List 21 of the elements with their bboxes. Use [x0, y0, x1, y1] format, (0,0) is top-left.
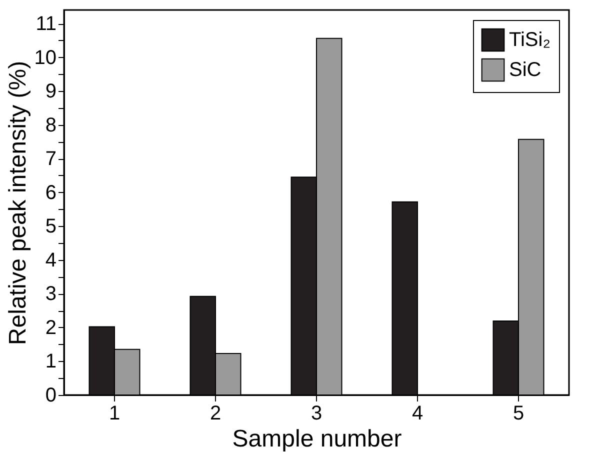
- y-tick-label: 6: [45, 182, 56, 204]
- y-tick-label: 3: [45, 283, 56, 306]
- y-tick-label: 7: [45, 148, 56, 170]
- x-tick-label: 4: [412, 402, 424, 424]
- y-tick-label: 10: [34, 46, 56, 69]
- y-tick-label: 9: [45, 80, 56, 103]
- y-tick-label: 1: [45, 350, 56, 373]
- y-tick-label: 5: [45, 216, 56, 238]
- y-tick-label: 4: [45, 249, 56, 272]
- x-tick-label: 1: [108, 402, 120, 424]
- legend-label: TiSi₂: [509, 29, 550, 51]
- x-axis-title: Sample number: [232, 426, 402, 452]
- y-tick-label: 2: [45, 316, 56, 339]
- legend-label: SiC: [509, 59, 542, 81]
- x-tick-label: 2: [210, 402, 222, 424]
- y-axis-title: Relative peak intensity (%): [4, 60, 32, 346]
- x-tick-label: 5: [512, 402, 524, 424]
- x-tick-label: 3: [310, 402, 322, 424]
- y-tick-label: 11: [36, 13, 56, 36]
- y-tick-label: 0: [45, 384, 56, 406]
- y-tick-label: 8: [45, 114, 56, 136]
